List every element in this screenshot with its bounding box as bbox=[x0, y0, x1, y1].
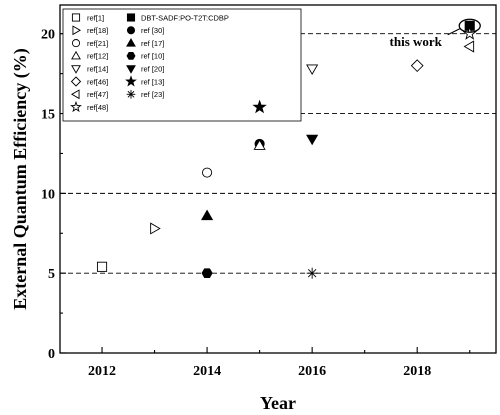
point-ref-46 bbox=[410, 59, 424, 73]
point-ref-18 bbox=[150, 222, 161, 235]
asterisk-stroke bbox=[307, 268, 317, 278]
x-tick-label: 2012 bbox=[88, 364, 116, 379]
legend-label: ref[47] bbox=[87, 90, 108, 99]
legend-marker-ref-17 bbox=[126, 38, 136, 47]
x-tick-label: 2018 bbox=[403, 364, 431, 379]
asterisk-stroke bbox=[127, 90, 135, 98]
annotation-pointer bbox=[447, 28, 460, 36]
x-axis-title: Year bbox=[260, 393, 296, 413]
legend-label: ref[18] bbox=[87, 26, 108, 35]
legend-marker-ref-14 bbox=[71, 65, 81, 74]
y-tick-label: 15 bbox=[41, 108, 55, 123]
x-tick-label: 2014 bbox=[193, 364, 221, 379]
point-ref-1 bbox=[96, 261, 108, 272]
legend-marker-ref-46 bbox=[70, 76, 82, 87]
y-tick-label: 5 bbox=[48, 267, 55, 282]
point-ref-17 bbox=[201, 209, 214, 221]
annotation-label: this work bbox=[390, 34, 443, 49]
point-ref-14 bbox=[306, 64, 319, 76]
legend-label: DBT-SADF:PO-T2T:CDBP bbox=[141, 13, 229, 22]
legend-marker-ref-20 bbox=[126, 65, 136, 74]
legend-label: ref [13] bbox=[141, 77, 164, 86]
data-points bbox=[96, 20, 477, 279]
point-ref-20 bbox=[306, 134, 319, 146]
y-tick-label: 0 bbox=[48, 347, 55, 362]
legend-frame bbox=[62, 8, 302, 122]
point-ref-10 bbox=[201, 268, 213, 279]
point-ref-13 bbox=[252, 99, 267, 114]
y-axis-title: External Quantum Efficiency (%) bbox=[10, 48, 31, 309]
legend-marker-ref-12 bbox=[71, 50, 81, 60]
legend-marker-ref-13 bbox=[125, 75, 137, 87]
legend-marker-ref-1 bbox=[71, 13, 81, 22]
plot-frame bbox=[59, 4, 497, 354]
point-ref-47 bbox=[463, 40, 475, 53]
legend-label: ref[46] bbox=[87, 77, 108, 86]
legend-label: ref [10] bbox=[141, 52, 164, 61]
legend-label: ref[21] bbox=[87, 39, 108, 48]
x-tick-label: 2016 bbox=[298, 364, 326, 379]
legend-marker-ref-48 bbox=[70, 100, 82, 113]
x-axis: 2012 2014 2016 2018 bbox=[88, 347, 471, 379]
legend-label: ref[1] bbox=[87, 13, 104, 22]
legend-label: ref [20] bbox=[141, 65, 164, 74]
highlight-ellipse bbox=[458, 18, 481, 33]
legend-marker-ref-23 bbox=[126, 89, 136, 99]
legend-marker-ref-21 bbox=[71, 39, 81, 48]
y-tick-label: 10 bbox=[41, 187, 55, 202]
legend-label: ref [30] bbox=[141, 26, 164, 35]
legend-label: ref[14] bbox=[87, 65, 108, 74]
point-ref-23 bbox=[306, 267, 318, 279]
legend-label: ref[48] bbox=[87, 103, 108, 112]
legend-marker-ref-18 bbox=[72, 25, 82, 36]
legend-marker-ref-47 bbox=[70, 89, 80, 100]
legend-marker-ref-30 bbox=[126, 26, 136, 35]
point-ref-21 bbox=[202, 167, 213, 178]
legend-label: ref[12] bbox=[87, 52, 108, 61]
y-tick-label: 20 bbox=[41, 28, 55, 43]
legend: ref[1] DBT-SADF:PO-T2T:CDBP ref[18] ref [30… bbox=[62, 8, 302, 122]
y-axis: 0 5 10 15 20 bbox=[41, 28, 66, 362]
legend-marker-ref-10 bbox=[126, 52, 136, 60]
annotations: this work bbox=[390, 18, 481, 49]
legend-label: ref [23] bbox=[141, 90, 164, 99]
legend-label: ref [17] bbox=[141, 39, 164, 48]
legend-marker-dbt-sadf-po-t2t-cdbp bbox=[126, 13, 136, 22]
point-ref-12 bbox=[253, 139, 266, 150]
